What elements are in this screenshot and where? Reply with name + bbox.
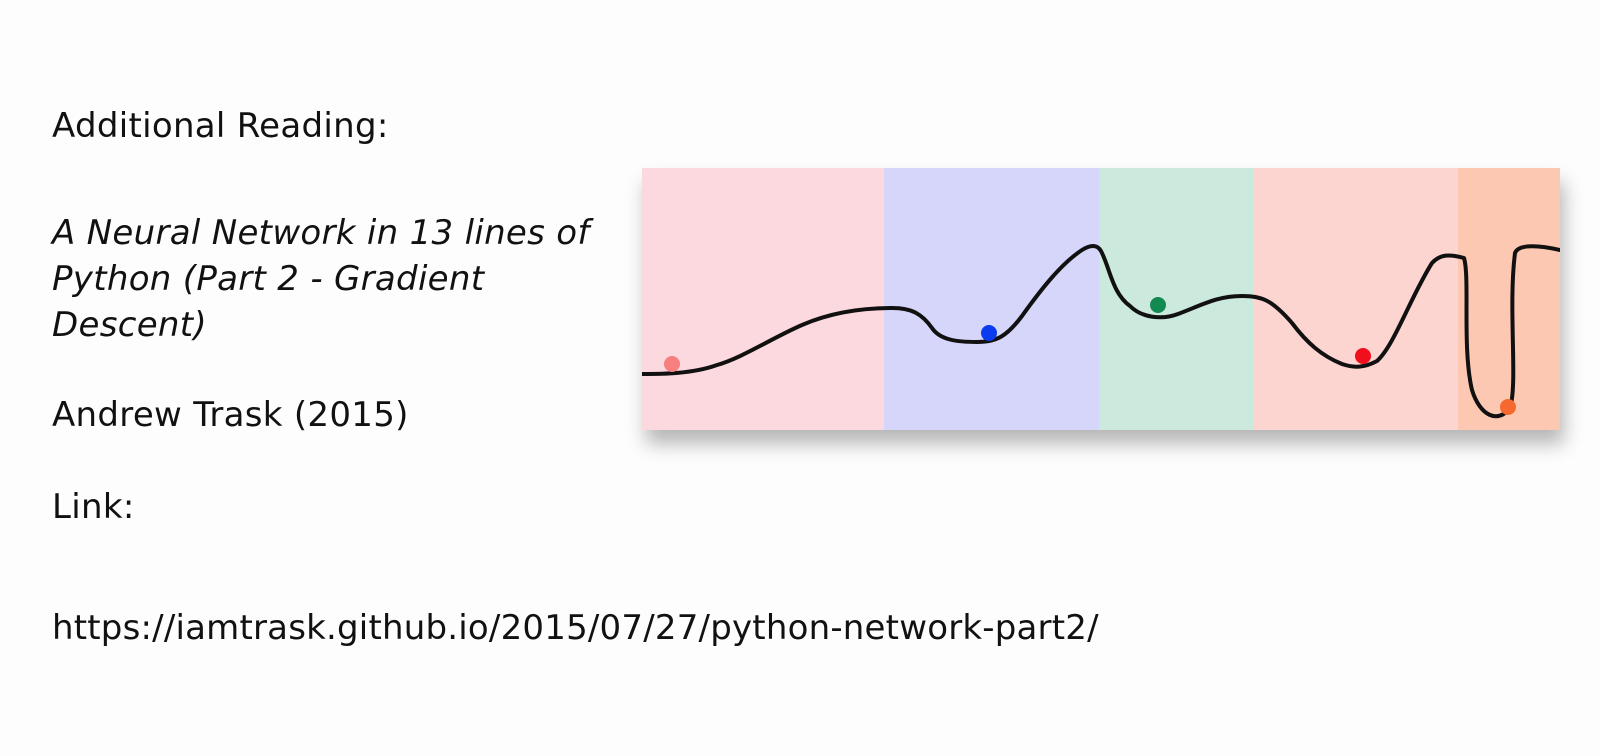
reference-link[interactable]: https://iamtrask.github.io/2015/07/27/py… [52,608,1099,648]
ball-4 [1355,348,1371,364]
ball-5 [1500,399,1516,415]
band-1 [642,168,884,430]
link-label: Link: [52,487,135,527]
ball-3 [1150,297,1166,313]
band-5 [1458,168,1560,430]
ball-2 [981,325,997,341]
article-title: A Neural Network in 13 lines of Python (… [52,213,590,345]
loss-landscape-illustration [642,168,1560,430]
gradient-descent-figure [642,168,1560,430]
ball-1 [664,356,680,372]
heading: Additional Reading: [52,106,389,146]
band-4 [1253,168,1458,430]
author-citation: Andrew Trask (2015) [52,395,409,435]
band-2 [884,168,1099,430]
loss-curve [642,244,1560,419]
